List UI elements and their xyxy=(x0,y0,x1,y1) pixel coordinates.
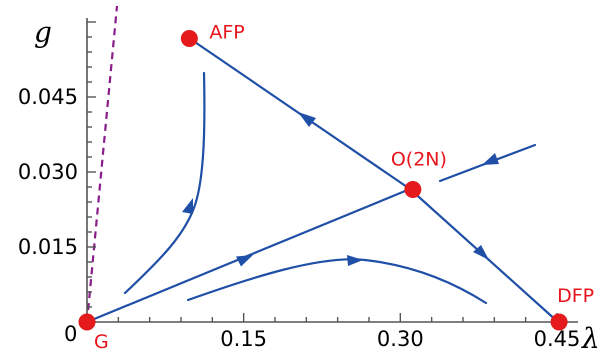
separatrix-dashed-line xyxy=(85,5,119,323)
fixed-point-g-dot xyxy=(78,313,96,331)
x-tick-label: 0.30 xyxy=(377,327,424,351)
origin-label: 0 xyxy=(64,322,77,346)
arrowhead-o2n-to-dfp xyxy=(473,245,489,260)
y-tick-labels: 0.015 0.030 0.045 xyxy=(18,85,78,259)
fixed-points-group: G AFP O(2N) DFP xyxy=(78,22,594,352)
fixed-point-afp-dot xyxy=(180,30,198,47)
y-tick-label: 0.045 xyxy=(18,85,78,109)
fixed-point-dfp-label: DFP xyxy=(557,285,594,307)
y-tick-label: 0.015 xyxy=(18,235,78,259)
fixed-point-dfp-dot xyxy=(550,313,568,331)
y-tick-marks xyxy=(87,21,96,323)
fixed-point-afp-label: AFP xyxy=(209,22,244,44)
flow-line-left-curve xyxy=(123,71,206,295)
x-tick-label: 0.45 xyxy=(534,327,581,351)
arrowhead-g-to-o2n xyxy=(236,255,253,267)
x-tick-marks xyxy=(86,313,558,322)
arrowhead-incoming-right xyxy=(482,153,499,165)
y-axis-title: g xyxy=(34,16,52,49)
y-tick-label: 0.030 xyxy=(18,160,78,184)
arrowhead-afp-to-o2n xyxy=(298,112,316,127)
arrowhead-bottom-arch xyxy=(347,255,363,266)
fixed-point-g-label: G xyxy=(94,331,109,352)
fixed-point-o2n-dot xyxy=(404,181,422,198)
fixed-point-o2n-label: O(2N) xyxy=(391,149,447,171)
x-tick-labels: 0.15 0.30 0.45 xyxy=(220,327,580,351)
x-tick-label: 0.15 xyxy=(220,327,267,351)
x-axis-title: λ xyxy=(581,322,600,352)
flow-line-bottom-arch xyxy=(186,258,488,305)
arrowhead-left-curve xyxy=(182,198,193,214)
